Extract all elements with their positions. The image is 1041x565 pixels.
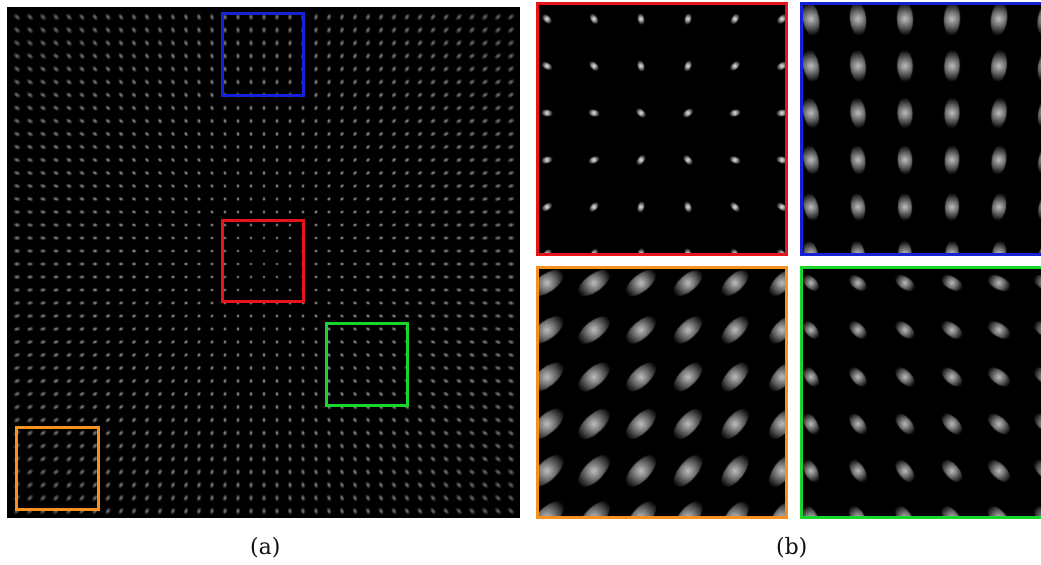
green-region-box [325, 322, 409, 407]
blue-region-box [221, 12, 305, 97]
psf-grid-panel [7, 7, 520, 518]
red-region-box [221, 219, 305, 303]
orange-zoom-view [536, 266, 788, 519]
orange-zoom-image [539, 269, 785, 516]
red-zoom-view [536, 2, 788, 256]
caption-b: (b) [776, 535, 808, 560]
blue-zoom-image [803, 5, 1041, 253]
green-zoom-view [800, 266, 1041, 519]
green-zoom-image [803, 269, 1041, 516]
caption-a: (a) [250, 535, 281, 560]
red-zoom-image [539, 5, 785, 253]
orange-region-box [15, 426, 100, 511]
psf-grid-image [7, 7, 520, 518]
blue-zoom-view [800, 2, 1041, 256]
